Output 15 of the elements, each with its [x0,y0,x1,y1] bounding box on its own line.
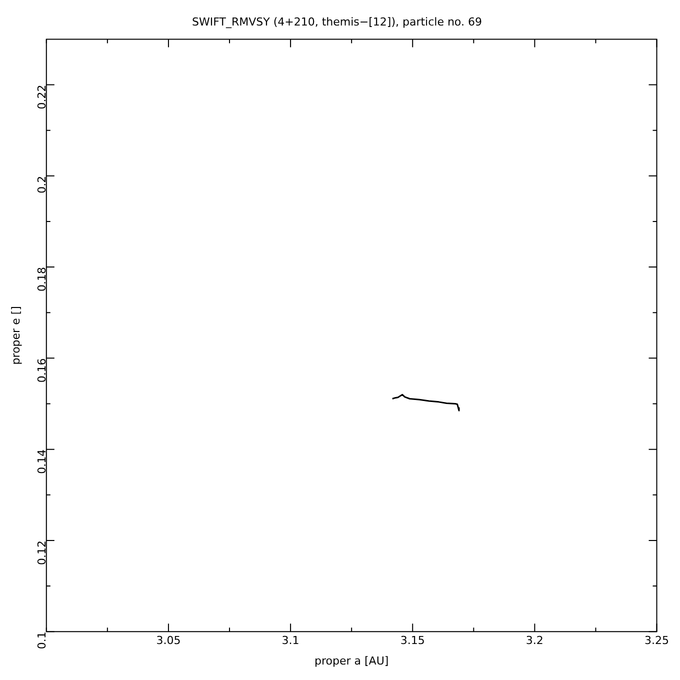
x-tick-label: 3.15 [400,634,425,648]
x-tick-label: 3.2 [526,634,544,648]
x-axis-title: proper a [AU] [314,654,389,668]
x-tick-label: 3.05 [156,634,181,648]
chart-title: SWIFT_RMVSY (4+210, themis−[12]), particle no. 69 [192,15,482,28]
x-tick-label: 3.1 [282,634,300,648]
y-tick-label: 0.2 [35,176,48,194]
y-tick-label: 0.1 [35,632,48,650]
x-tick-label: 3.25 [644,634,670,648]
y-tick-label: 0.18 [35,267,48,292]
y-axis-title: proper e [] [9,306,22,365]
y-tick-label: 0.12 [35,540,48,565]
y-tick-label: 0.14 [35,449,48,474]
y-tick-label: 0.16 [35,358,48,383]
y-tick-label: 0.22 [35,84,48,110]
